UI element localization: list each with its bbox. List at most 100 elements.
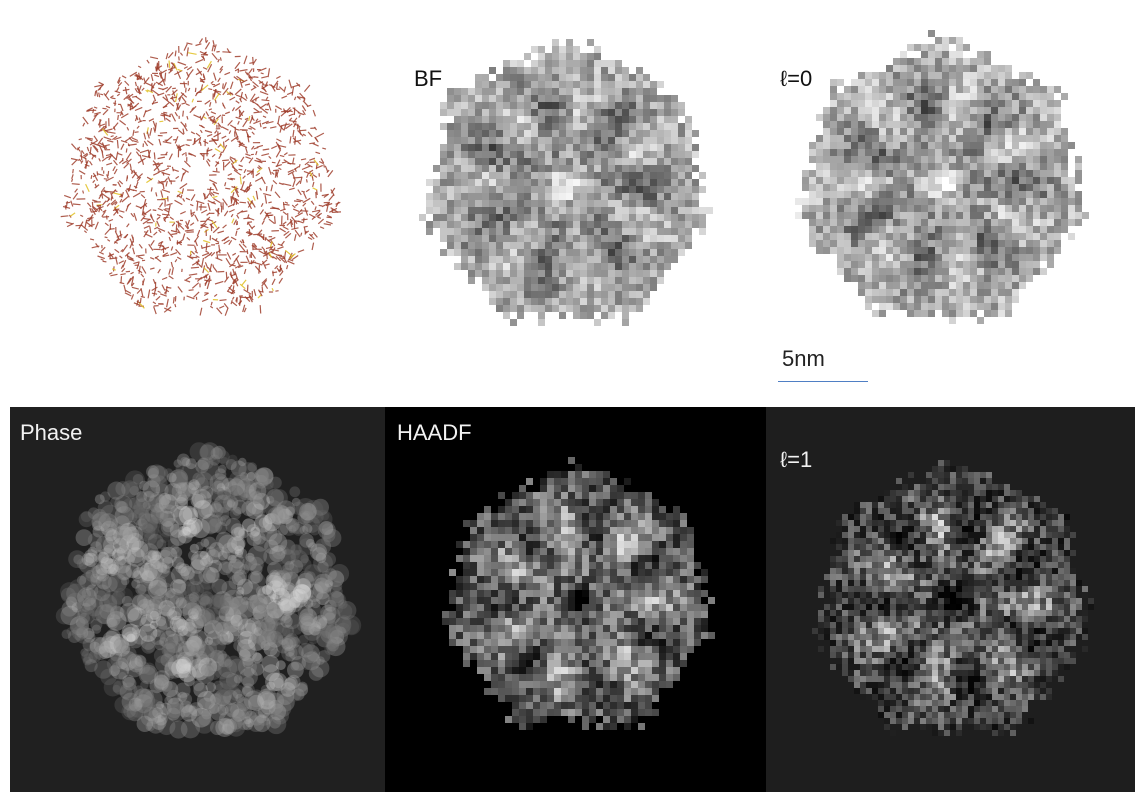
image-pixel — [963, 135, 970, 142]
image-blob — [299, 533, 314, 548]
image-pixel — [545, 74, 552, 81]
atom-bond — [130, 212, 135, 218]
image-pixel — [970, 170, 977, 177]
image-blob — [121, 623, 140, 642]
image-pixel — [886, 233, 893, 240]
image-blob — [110, 661, 130, 680]
image-pixel — [615, 172, 622, 179]
image-pixel — [1005, 191, 1012, 198]
image-pixel — [482, 109, 489, 116]
atom-bond — [126, 126, 130, 131]
atom-bond — [117, 79, 121, 85]
image-pixel — [489, 130, 496, 137]
image-pixel — [573, 284, 580, 291]
image-blob — [88, 650, 102, 663]
image-pixel — [594, 144, 601, 151]
image-pixel — [531, 116, 538, 123]
atom-bond — [84, 163, 90, 167]
image-pixel — [580, 228, 587, 235]
atom-bond — [157, 290, 161, 294]
atom-bond — [213, 197, 221, 204]
image-blob — [316, 656, 325, 665]
image-pixel — [830, 135, 837, 142]
atom-bond — [179, 52, 184, 56]
image-pixel — [552, 109, 559, 116]
image-pixel — [1054, 86, 1061, 93]
atom-bond — [189, 253, 192, 258]
image-pixel — [830, 205, 837, 212]
image-blob — [292, 688, 305, 701]
image-pixel — [900, 296, 907, 303]
atom-bond — [242, 119, 249, 128]
image-pixel — [907, 240, 914, 247]
image-blob — [211, 653, 225, 667]
image-pixel — [837, 191, 844, 198]
image-pixel — [482, 277, 489, 284]
image-pixel — [984, 233, 991, 240]
image-blob — [239, 476, 258, 495]
image-blob — [206, 549, 221, 564]
image-pixel — [524, 74, 531, 81]
image-pixel — [650, 172, 657, 179]
image-pixel — [587, 284, 594, 291]
atom-bond — [306, 172, 310, 178]
atom-bond — [301, 190, 306, 193]
atom-bond — [264, 211, 270, 219]
image-pixel — [970, 275, 977, 282]
image-pixel — [914, 170, 921, 177]
image-pixel — [928, 156, 935, 163]
image-pixel — [489, 277, 496, 284]
image-pixel — [1047, 184, 1054, 191]
image-pixel — [601, 95, 608, 102]
image-blob — [155, 495, 170, 510]
image-pixel — [671, 221, 678, 228]
image-blob — [288, 644, 304, 660]
atom-bond — [256, 144, 264, 148]
image-pixel — [1054, 240, 1061, 247]
image-blob — [269, 569, 279, 579]
atom-bond — [143, 225, 150, 229]
image-pixel — [685, 200, 692, 207]
image-pixel — [496, 130, 503, 137]
image-pixel — [1019, 261, 1026, 268]
image-pixel — [935, 268, 942, 275]
image-blob — [230, 720, 243, 733]
image-pixel — [914, 296, 921, 303]
image-pixel — [447, 123, 454, 130]
atom-bond — [114, 206, 119, 214]
atom-bond — [137, 65, 142, 69]
image-pixel — [426, 193, 433, 200]
image-pixel — [461, 172, 468, 179]
image-pixel — [650, 151, 657, 158]
image-pixel — [608, 249, 615, 256]
image-pixel — [893, 114, 900, 121]
image-pixel — [538, 277, 545, 284]
image-blob — [266, 488, 284, 507]
image-pixel — [935, 240, 942, 247]
image-pixel — [921, 254, 928, 261]
image-pixel — [573, 88, 580, 95]
image-pixel — [643, 102, 650, 109]
image-pixel — [615, 221, 622, 228]
image-blob — [117, 650, 138, 671]
image-blob — [206, 568, 221, 583]
image-pixel — [1040, 233, 1047, 240]
atom-bond — [212, 191, 220, 195]
image-pixel — [858, 261, 865, 268]
image-pixel — [573, 228, 580, 235]
atom-bond — [202, 66, 208, 70]
atom-bond — [199, 115, 202, 121]
image-pixel — [447, 200, 454, 207]
image-blob — [133, 685, 144, 696]
image-pixel — [1005, 219, 1012, 226]
image-blob — [108, 564, 120, 576]
atom-bond — [280, 240, 285, 246]
image-pixel — [1019, 191, 1026, 198]
image-pixel — [566, 67, 573, 74]
image-pixel — [830, 170, 837, 177]
image-pixel — [594, 277, 601, 284]
image-blob — [129, 485, 140, 496]
image-pixel — [552, 284, 559, 291]
image-pixel — [657, 137, 664, 144]
image-blob — [230, 701, 247, 718]
